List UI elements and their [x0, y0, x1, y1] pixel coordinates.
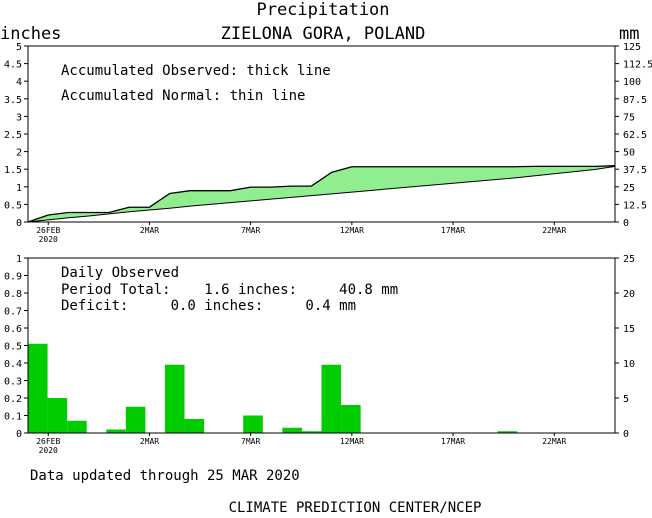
x-tick-label: 17MAR: [441, 437, 465, 446]
x-tick-year: 2020: [39, 235, 58, 244]
y-right-tick-label: 12.5: [623, 200, 647, 211]
y-tick-label: 0.4: [4, 359, 22, 370]
x-tick-label: 26FEB: [36, 437, 60, 446]
y-tick-label: 0.7: [4, 307, 22, 318]
legend-observed: Accumulated Observed: thick line: [61, 63, 331, 79]
x-tick-label: 26FEB: [36, 226, 60, 235]
y-right-tick-label: 25: [623, 183, 635, 194]
y-tick-label: 2: [16, 148, 22, 159]
y-tick-label: 0.1: [4, 412, 22, 423]
daily-bar: [164, 364, 185, 433]
y-tick-label: 0.8: [4, 289, 22, 300]
right-unit-label: mm: [619, 24, 639, 44]
daily-plot-area: [28, 343, 518, 433]
x-tick-label: 7MAR: [241, 226, 260, 235]
daily-axes: 00.10.20.30.40.50.60.70.80.9105101520252…: [4, 254, 635, 455]
y-tick-label: 4.5: [4, 60, 22, 71]
y-right-tick-label: 15: [623, 324, 635, 335]
y-tick-label: 4: [16, 77, 22, 88]
x-tick-label: 12MAR: [340, 226, 364, 235]
daily-bar: [184, 419, 205, 433]
y-tick-label: 0.6: [4, 324, 22, 335]
y-tick-label: 1: [16, 183, 22, 194]
x-tick-label: 2MAR: [140, 437, 159, 446]
daily-bar: [497, 431, 518, 433]
y-right-tick-label: 0: [623, 429, 629, 440]
daily-bar: [341, 405, 361, 433]
x-tick-label: 7MAR: [241, 437, 260, 446]
daily-bar: [125, 406, 146, 433]
x-tick-year: 2020: [39, 446, 58, 455]
y-tick-label: 1: [16, 254, 22, 265]
updated-note: Data updated through 25 MAR 2020: [30, 468, 300, 484]
daily-bar: [47, 398, 68, 433]
daily-bar: [301, 431, 322, 433]
y-right-tick-label: 5: [623, 394, 629, 405]
accumulated-panel: 00.511.522.533.544.55012.52537.55062.575…: [4, 42, 652, 244]
y-right-tick-label: 62.5: [623, 130, 647, 141]
daily-bar: [243, 415, 263, 433]
y-tick-label: 0: [16, 218, 22, 229]
y-right-tick-label: 10: [623, 359, 635, 370]
legend-normal: Accumulated Normal: thin line: [61, 88, 305, 104]
left-unit-label: inches: [0, 24, 61, 44]
accumulated-axes: 00.511.522.533.544.55012.52537.55062.575…: [4, 42, 652, 244]
daily-bar: [321, 364, 342, 433]
y-tick-label: 0.5: [4, 200, 22, 211]
y-tick-label: 0.2: [4, 394, 22, 405]
y-tick-label: 1.5: [4, 165, 22, 176]
y-right-tick-label: 20: [623, 289, 635, 300]
x-tick-label: 12MAR: [340, 437, 364, 446]
y-right-tick-label: 37.5: [623, 165, 647, 176]
x-tick-label: 22MAR: [542, 226, 566, 235]
y-tick-label: 0.5: [4, 342, 22, 353]
y-right-tick-label: 25: [623, 254, 635, 265]
daily-panel: 00.10.20.30.40.50.60.70.80.9105101520252…: [4, 254, 635, 455]
y-right-tick-label: 125: [623, 42, 641, 53]
normal-line: [27, 165, 616, 223]
accumulated-plot-area: [27, 165, 616, 223]
daily-bar: [106, 429, 126, 433]
deficit: Deficit: 0.0 inches: 0.4 mm: [61, 298, 356, 314]
y-tick-label: 0: [16, 429, 22, 440]
y-tick-label: 3.5: [4, 95, 22, 106]
y-right-tick-label: 0: [623, 218, 629, 229]
chart-title: Precipitation: [256, 0, 389, 20]
y-right-tick-label: 87.5: [623, 95, 647, 106]
observed-line: [27, 165, 616, 223]
surplus-fill: [28, 165, 615, 222]
y-right-tick-label: 75: [623, 112, 635, 123]
chart-subtitle: ZIELONA GORA, POLAND: [221, 24, 426, 44]
credit: CLIMATE PREDICTION CENTER/NCEP: [229, 500, 482, 516]
y-tick-label: 5: [16, 42, 22, 53]
daily-bar: [67, 420, 87, 433]
daily-bar: [282, 427, 302, 433]
y-tick-label: 0.9: [4, 272, 22, 283]
period-total: Period Total: 1.6 inches: 40.8 mm: [61, 282, 398, 298]
y-tick-label: 2.5: [4, 130, 22, 141]
y-right-tick-label: 100: [623, 77, 641, 88]
y-right-tick-label: 50: [623, 148, 635, 159]
y-tick-label: 3: [16, 112, 22, 123]
daily-bar: [28, 343, 48, 433]
x-tick-label: 2MAR: [140, 226, 159, 235]
x-tick-label: 17MAR: [441, 226, 465, 235]
y-right-tick-label: 112.5: [623, 60, 652, 71]
x-tick-label: 22MAR: [542, 437, 566, 446]
y-tick-label: 0.3: [4, 377, 22, 388]
daily-heading: Daily Observed: [61, 265, 179, 281]
